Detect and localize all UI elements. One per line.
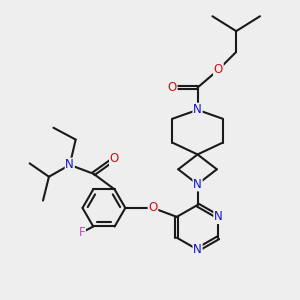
Text: O: O	[110, 152, 119, 165]
Text: N: N	[193, 178, 202, 191]
Text: O: O	[168, 81, 177, 94]
Text: O: O	[214, 63, 223, 76]
Text: N: N	[214, 210, 223, 224]
Text: N: N	[65, 158, 74, 171]
Text: N: N	[193, 243, 202, 256]
Text: O: O	[148, 202, 158, 214]
Text: F: F	[79, 226, 85, 239]
Text: N: N	[193, 103, 202, 116]
